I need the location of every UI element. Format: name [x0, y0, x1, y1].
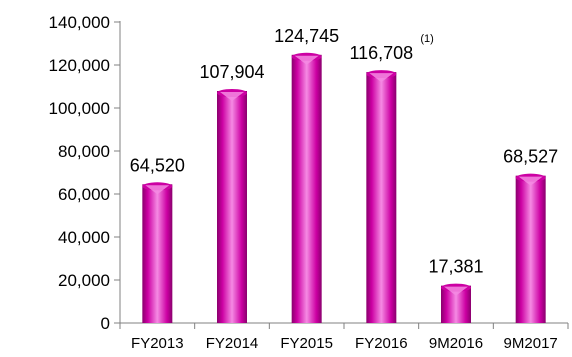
x-tick-label: FY2014 [206, 335, 259, 352]
x-tick-label: FY2016 [355, 335, 408, 352]
bar-top-highlight [369, 73, 394, 83]
y-tick-label: 20,000 [58, 271, 110, 290]
footnote-marker: (1) [420, 33, 433, 45]
annotations: (1) [420, 33, 433, 45]
data-label: 17,381 [428, 257, 483, 277]
data-label: 116,708 [349, 43, 413, 63]
bar-top-highlight [444, 286, 468, 296]
y-tick-label: 80,000 [58, 142, 110, 161]
bar-body [291, 54, 322, 323]
bar [217, 89, 247, 323]
x-tick-label: 9M2016 [429, 335, 483, 352]
y-axis: 0 20,000 40,000 60,000 80,000 100,000 120,000 1… [49, 13, 121, 333]
bar [515, 173, 546, 323]
y-tick-label: 100,000 [49, 99, 110, 118]
bar-top-highlight [294, 55, 319, 65]
bar-body [366, 72, 397, 324]
bar-body [217, 91, 247, 323]
bar-top-highlight [145, 185, 170, 195]
bar [291, 52, 322, 323]
data-label: 124,745 [274, 26, 339, 46]
x-tick-label: 9M2017 [504, 335, 558, 352]
y-tick-label: 120,000 [49, 56, 110, 75]
bar [366, 70, 397, 324]
y-tick-label: 40,000 [58, 228, 110, 247]
bar-top-highlight [220, 92, 244, 102]
bar [142, 182, 173, 323]
bar [441, 283, 471, 323]
data-label: 68,527 [503, 147, 558, 167]
x-tick-label: FY2013 [131, 335, 184, 352]
bars [142, 52, 546, 324]
bar-top-highlight [518, 176, 543, 186]
data-label: 64,520 [130, 155, 185, 175]
bar-body [142, 184, 173, 323]
y-tick-label: 60,000 [58, 185, 110, 204]
y-tick-label: 0 [101, 314, 110, 333]
x-axis: FY2013 FY2014 FY2015 FY2016 9M2016 9M2017 [119, 322, 569, 352]
data-label: 107,904 [199, 62, 264, 82]
y-tick-label: 140,000 [49, 13, 110, 32]
bar-body [515, 175, 546, 323]
x-tick-label: FY2015 [280, 335, 333, 352]
data-labels: 64,520 107,904 124,745 116,708 17,381 68,527 [130, 26, 558, 277]
